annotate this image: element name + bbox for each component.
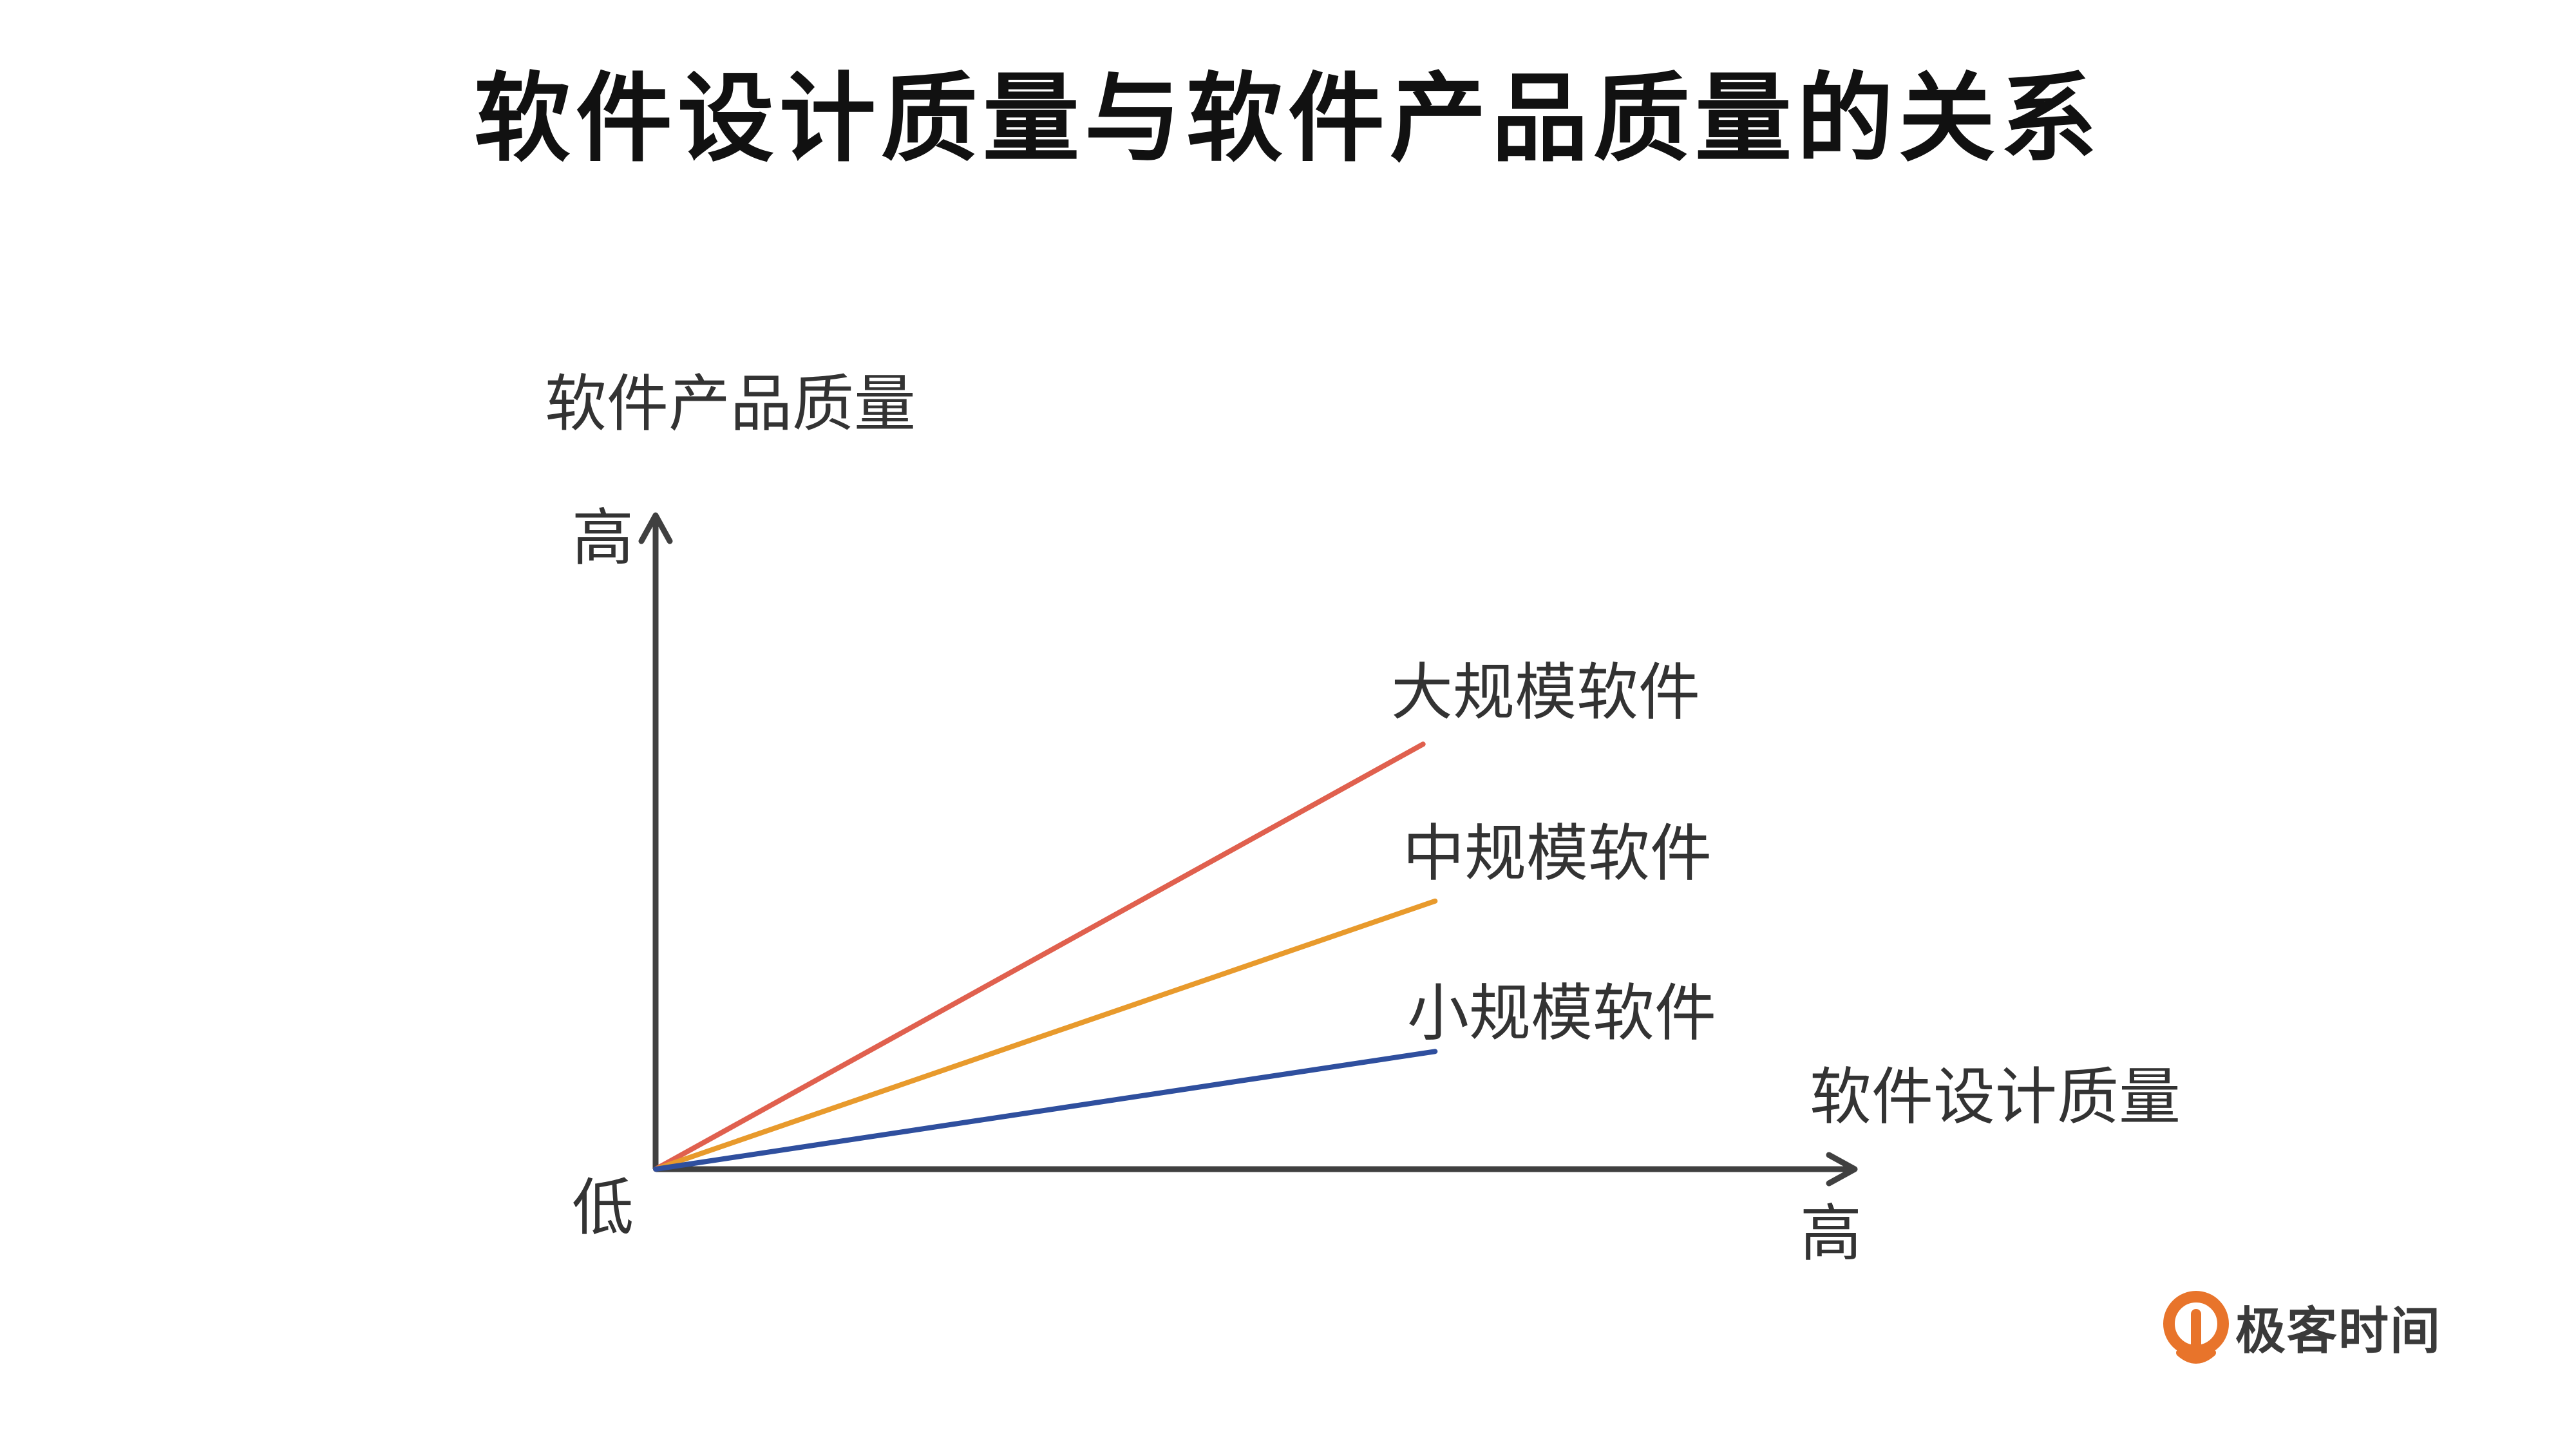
origin-low-label: 低 [572,1172,634,1244]
series-label-medium: 中规模软件 [1403,817,1712,890]
logo-text: 极客时间 [2235,1302,2442,1360]
x-axis-title: 软件设计质量 [1810,1061,2181,1133]
page-title: 软件设计质量与软件产品质量的关系 [473,63,2102,175]
series-label-large: 大规模软件 [1391,656,1700,729]
y-axis-high-label: 高 [572,502,634,574]
geektime-logo-icon [2163,1291,2229,1364]
series-line-large [653,741,1426,1172]
x-axis-arrow [1826,1152,1858,1187]
geektime-logo: 极客时间 [2161,1285,2441,1369]
x-axis-high-label: 高 [1800,1197,1862,1270]
series-line-small [653,1049,1438,1172]
y-axis-arrow [638,512,673,544]
y-axis-title: 软件产品质量 [545,368,916,440]
series-line-medium [653,898,1438,1172]
series-label-small: 小规模软件 [1407,977,1716,1049]
